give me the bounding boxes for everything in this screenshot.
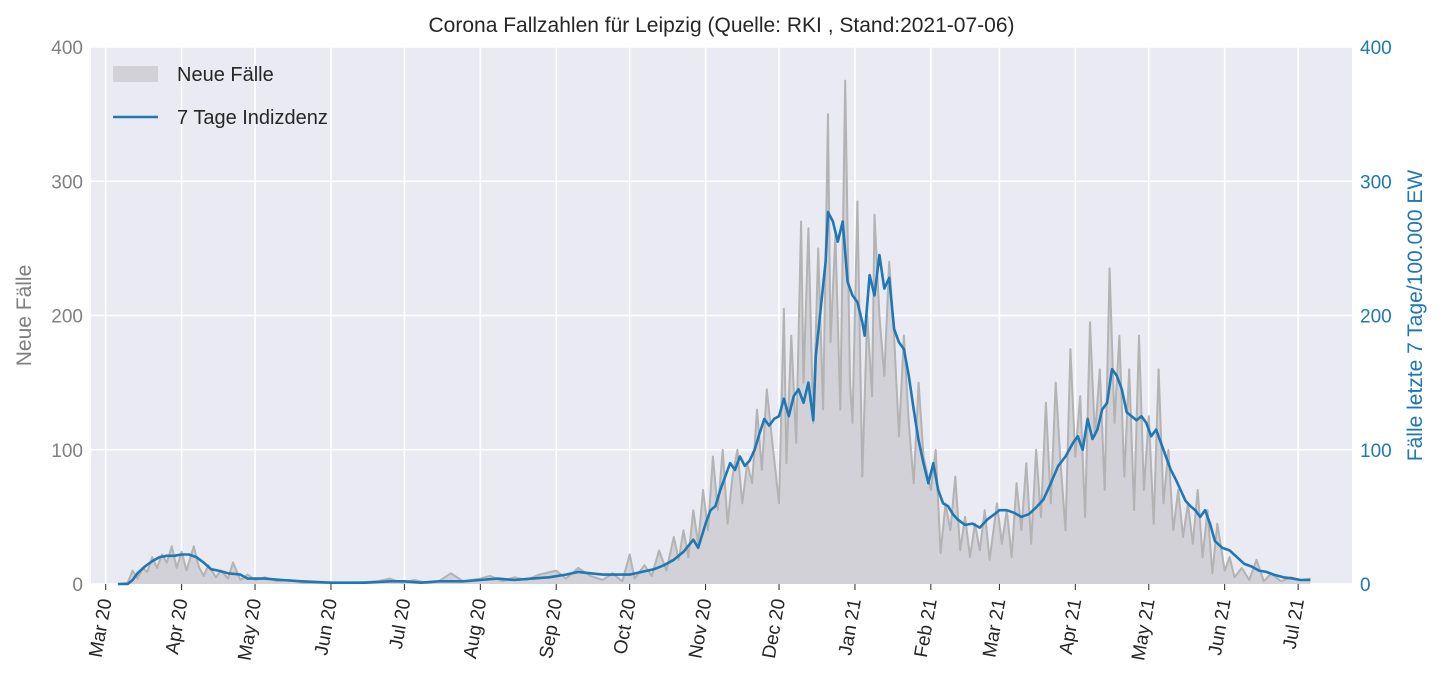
y-axis-label-right: Fälle letzte 7 Tage/100.000 EW xyxy=(1404,170,1427,462)
legend: Neue Fälle 7 Tage Indizdenz xyxy=(113,64,328,129)
x-tick-label: Jul 20 xyxy=(386,597,415,651)
y-tick-label-right: 400 xyxy=(1360,38,1392,59)
y-axis-label-left: Neue Fälle xyxy=(13,265,36,367)
x-tick-label: Jun 21 xyxy=(1205,597,1236,657)
x-tick-label: Jun 20 xyxy=(311,597,342,657)
x-tick-label: Mar 20 xyxy=(86,597,117,659)
y-tick-label-right: 300 xyxy=(1360,172,1392,193)
y-tick-label-left: 100 xyxy=(51,441,83,462)
legend-label-indizdenz: 7 Tage Indizdenz xyxy=(177,107,328,129)
y-tick-label-left: 300 xyxy=(51,172,83,193)
x-tick-label: Jan 21 xyxy=(835,597,866,657)
x-tick-label: Sep 20 xyxy=(536,597,567,660)
series-line-indizdenz xyxy=(117,210,1311,586)
chart-title: Corona Fallzahlen für Leipzig (Quelle: R… xyxy=(429,14,1015,37)
x-tick-label: Aug 20 xyxy=(460,597,491,660)
line-layer xyxy=(117,210,1311,586)
y-tick-label-left: 0 xyxy=(72,575,83,596)
legend-label-neue-faelle: Neue Fälle xyxy=(177,64,274,86)
y-tick-label-left: 400 xyxy=(51,38,83,59)
x-tick-label: Oct 20 xyxy=(610,597,640,656)
y-tick-label-right: 0 xyxy=(1360,575,1371,596)
y-tick-label-left: 200 xyxy=(51,307,83,328)
x-tick-label: Mar 21 xyxy=(979,597,1010,659)
x-tick-label: Jul 21 xyxy=(1280,597,1309,651)
x-tick-label: Nov 20 xyxy=(685,597,716,660)
x-tick-label: Feb 21 xyxy=(911,597,942,659)
x-tick-label: May 21 xyxy=(1128,597,1160,662)
y-tick-label-right: 200 xyxy=(1360,307,1392,328)
y-tick-label-right: 100 xyxy=(1360,441,1392,462)
x-tick-label: May 20 xyxy=(234,597,266,662)
x-tick-label: Dec 20 xyxy=(759,597,790,660)
legend-swatch-neue-faelle xyxy=(113,66,158,82)
x-tick-label: Apr 20 xyxy=(162,597,192,656)
x-tick-label: Apr 21 xyxy=(1056,597,1086,656)
